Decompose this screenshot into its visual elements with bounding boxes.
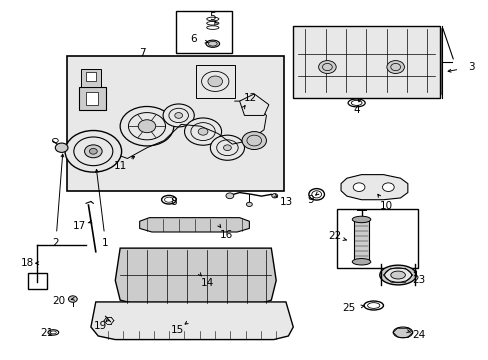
Text: 22: 22 bbox=[327, 231, 341, 241]
Ellipse shape bbox=[205, 40, 219, 47]
Circle shape bbox=[120, 107, 173, 146]
Polygon shape bbox=[239, 94, 268, 116]
Circle shape bbox=[382, 183, 393, 192]
Text: 16: 16 bbox=[220, 230, 233, 239]
Text: 20: 20 bbox=[53, 296, 65, 306]
Circle shape bbox=[65, 131, 122, 172]
Circle shape bbox=[89, 148, 97, 154]
Ellipse shape bbox=[351, 258, 370, 265]
Ellipse shape bbox=[390, 271, 405, 279]
Text: 1: 1 bbox=[102, 238, 109, 248]
Bar bbox=[27, 273, 47, 289]
Polygon shape bbox=[115, 248, 276, 306]
Text: 18: 18 bbox=[21, 258, 34, 268]
Polygon shape bbox=[140, 218, 249, 232]
Bar bbox=[176, 12, 232, 53]
Bar bbox=[86, 72, 96, 81]
Bar bbox=[81, 69, 101, 87]
Text: 24: 24 bbox=[411, 330, 425, 340]
Ellipse shape bbox=[379, 265, 415, 285]
Ellipse shape bbox=[351, 216, 370, 223]
Text: 9: 9 bbox=[306, 195, 313, 205]
Text: 8: 8 bbox=[170, 197, 177, 207]
Text: 17: 17 bbox=[73, 221, 86, 230]
Circle shape bbox=[55, 143, 68, 152]
Circle shape bbox=[246, 202, 252, 207]
Text: 19: 19 bbox=[94, 321, 107, 331]
Text: 12: 12 bbox=[243, 93, 257, 103]
Text: 13: 13 bbox=[279, 197, 292, 207]
Ellipse shape bbox=[392, 327, 412, 338]
Circle shape bbox=[207, 76, 222, 87]
Circle shape bbox=[138, 120, 156, 133]
Text: 21: 21 bbox=[41, 328, 54, 338]
Circle shape bbox=[68, 296, 77, 302]
Bar bbox=[86, 92, 98, 105]
Circle shape bbox=[223, 145, 231, 150]
Circle shape bbox=[318, 60, 335, 73]
Text: 25: 25 bbox=[342, 303, 355, 313]
Bar bbox=[293, 26, 439, 98]
Bar bbox=[66, 56, 283, 191]
Text: 6: 6 bbox=[190, 34, 196, 44]
Text: 7: 7 bbox=[139, 48, 145, 58]
Ellipse shape bbox=[384, 268, 411, 282]
Circle shape bbox=[84, 145, 102, 158]
Bar bbox=[353, 220, 368, 262]
Text: 15: 15 bbox=[170, 325, 183, 334]
Text: 5: 5 bbox=[209, 12, 216, 22]
Text: 11: 11 bbox=[113, 161, 126, 171]
Circle shape bbox=[386, 60, 404, 73]
Text: 3: 3 bbox=[467, 62, 473, 72]
Text: 14: 14 bbox=[201, 278, 214, 288]
Circle shape bbox=[271, 194, 277, 198]
Polygon shape bbox=[91, 302, 293, 339]
Circle shape bbox=[174, 113, 182, 118]
Bar bbox=[195, 65, 234, 98]
Polygon shape bbox=[340, 175, 407, 200]
Circle shape bbox=[163, 104, 194, 127]
Bar bbox=[79, 87, 105, 110]
Circle shape bbox=[198, 128, 207, 135]
Circle shape bbox=[184, 118, 221, 145]
Circle shape bbox=[352, 183, 364, 192]
Text: 10: 10 bbox=[379, 201, 392, 211]
Bar bbox=[336, 209, 417, 268]
Text: 2: 2 bbox=[52, 238, 59, 248]
Circle shape bbox=[225, 193, 233, 199]
Text: 4: 4 bbox=[353, 105, 359, 115]
Circle shape bbox=[210, 135, 244, 160]
Circle shape bbox=[242, 132, 266, 149]
Text: 23: 23 bbox=[411, 275, 425, 285]
